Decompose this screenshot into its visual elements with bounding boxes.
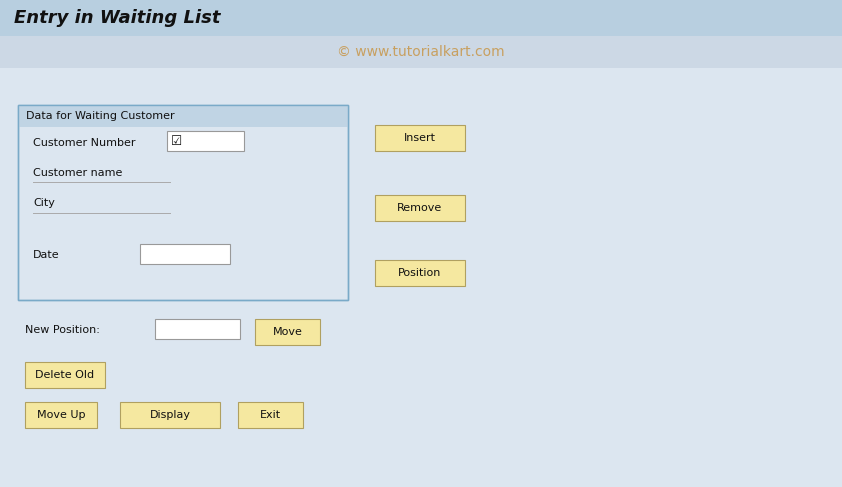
Text: Display: Display bbox=[150, 410, 190, 420]
Text: Date: Date bbox=[33, 250, 60, 260]
Text: Entry in Waiting List: Entry in Waiting List bbox=[14, 9, 221, 27]
Text: © www.tutorialkart.com: © www.tutorialkart.com bbox=[337, 45, 505, 59]
Bar bbox=[25, 402, 97, 428]
Bar bbox=[120, 402, 220, 428]
Bar bbox=[25, 362, 105, 388]
Text: Move Up: Move Up bbox=[37, 410, 85, 420]
Text: Move: Move bbox=[273, 327, 302, 337]
Bar bbox=[238, 402, 303, 428]
Bar bbox=[167, 131, 244, 151]
Text: Delete Old: Delete Old bbox=[35, 370, 94, 380]
Bar bbox=[18, 105, 348, 300]
Bar bbox=[375, 125, 465, 151]
Text: New Position:: New Position: bbox=[25, 325, 100, 335]
Bar bbox=[375, 260, 465, 286]
Bar bbox=[0, 0, 842, 36]
Text: Remove: Remove bbox=[397, 203, 443, 213]
Bar bbox=[155, 319, 240, 339]
Text: Position: Position bbox=[398, 268, 442, 278]
Bar bbox=[140, 244, 230, 264]
Bar bbox=[0, 36, 842, 68]
Text: Data for Waiting Customer: Data for Waiting Customer bbox=[26, 111, 174, 121]
Text: Exit: Exit bbox=[260, 410, 281, 420]
Bar bbox=[18, 105, 348, 300]
Bar bbox=[255, 319, 320, 345]
Bar bbox=[375, 195, 465, 221]
Text: City: City bbox=[33, 198, 55, 208]
Text: Customer Number: Customer Number bbox=[33, 138, 136, 148]
Bar bbox=[18, 105, 348, 127]
Text: Insert: Insert bbox=[404, 133, 436, 143]
Text: Customer name: Customer name bbox=[33, 168, 122, 178]
Text: ☑: ☑ bbox=[171, 134, 182, 148]
